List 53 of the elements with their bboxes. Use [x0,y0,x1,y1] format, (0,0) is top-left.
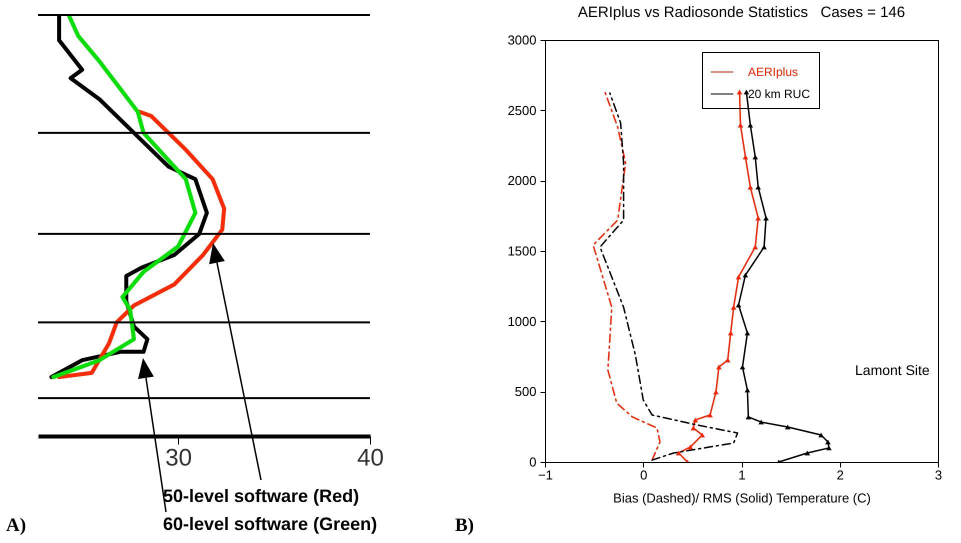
point [758,420,764,424]
point [804,450,810,456]
y-tick-label: 2000 [508,173,536,188]
point [740,364,746,370]
point [742,154,748,160]
x-tick-label: 0 [640,468,648,482]
chart-title: AERIplus vs Radiosonde Statistics Cases = 146 [578,4,906,21]
point [744,388,750,392]
x-axis-title: Bias (Dashed)/ RMS (Solid) Temperature (C) [613,490,871,506]
y-tick-label: 1000 [508,314,536,329]
x-tick-label: 30 [165,444,192,472]
point [752,244,758,250]
point [736,302,742,308]
point [748,184,754,190]
legend-label: AERIplus [748,65,798,79]
point [688,444,694,450]
point [676,450,682,456]
point [748,122,754,128]
x-tick-label: 2 [836,468,844,482]
point [763,216,769,220]
point [730,304,736,310]
text: 60-level software (Green) [163,514,378,535]
line-series [599,92,738,461]
point [755,216,761,220]
point [825,440,831,444]
x-tick-label: 3 [934,468,942,482]
y-tick-label: 2500 [508,102,536,118]
y-tick-label: 1500 [508,244,536,258]
y-tick-label: 500 [514,384,536,400]
annotation: Lamont Site [855,362,930,378]
text: A) [6,515,26,537]
text: 50-level software (Red) [163,486,360,507]
point [736,274,742,280]
point [692,418,698,422]
point [707,412,713,418]
point [736,90,742,94]
x-tick-label: 40 [357,444,384,472]
point [744,330,750,336]
point [742,272,748,278]
text: B) [455,515,474,537]
point [826,446,832,450]
point [725,358,730,362]
point [752,154,758,160]
legend-label: 20 km RUC [748,87,810,101]
line-series [592,91,661,461]
point [716,364,722,370]
point [818,432,824,438]
point [784,424,790,430]
point [755,184,761,190]
x-tick-label: −1 [538,468,553,482]
y-tick-label: 3000 [508,32,536,48]
point [728,330,734,336]
x-tick-label: 1 [738,468,746,482]
